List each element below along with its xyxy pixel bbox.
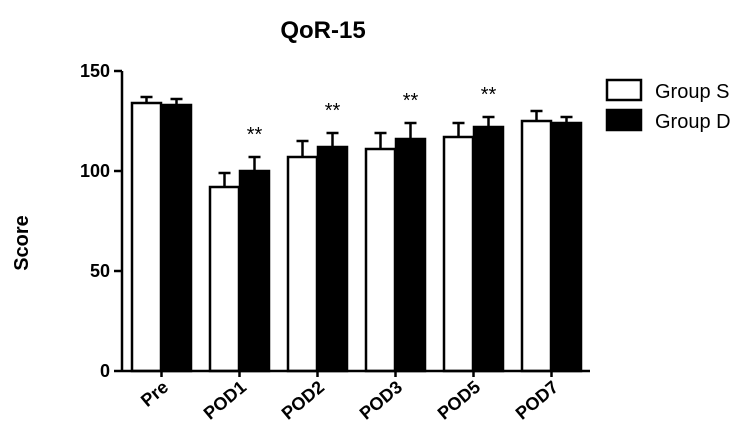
x-tick-label-pod5: POD5	[434, 377, 484, 424]
bar-group-d-pod5	[472, 125, 505, 373]
significance-label-pod3: **	[403, 90, 419, 112]
y-tick-label-100: 100	[80, 161, 110, 181]
bar-group-d-pod2	[316, 145, 349, 373]
x-tick-label-pod3: POD3	[356, 377, 406, 424]
y-tick-label-150: 150	[80, 61, 110, 81]
bar-group-s-pre	[130, 101, 163, 373]
x-tick-label-pod1: POD1	[200, 377, 250, 424]
significance-label-pod2: **	[325, 100, 341, 122]
chart-title: QoR-15	[280, 17, 365, 44]
bar-group-s-pod2	[286, 155, 319, 373]
y-tick-label-0: 0	[100, 361, 110, 381]
bar-group-s-pod5	[442, 135, 475, 373]
bar-group-d-pod3	[394, 137, 427, 373]
legend-label-group-d: Group D	[655, 111, 731, 133]
legend-label-group-s: Group S	[655, 81, 729, 103]
y-axis-label: Score	[11, 215, 33, 271]
legend: Group S Group D	[605, 78, 731, 133]
bar-group-s-pod3	[364, 147, 397, 373]
y-tick-label-50: 50	[90, 261, 110, 281]
bar-group-s-pod7	[520, 119, 553, 373]
bar-group-s-pod1	[208, 185, 241, 373]
bar-group-d-pod7	[550, 121, 583, 373]
x-tick-label-pre: Pre	[137, 377, 172, 411]
plot-area: ** ** ** **	[130, 84, 583, 373]
legend-swatch-group-s	[605, 78, 643, 102]
legend-swatch-group-d	[605, 108, 643, 132]
bar-group-d-pod1	[238, 169, 271, 373]
x-tick-label-pod2: POD2	[278, 377, 328, 424]
x-tick-label-pod7: POD7	[512, 377, 562, 424]
significance-label-pod5: **	[481, 84, 497, 106]
bar-group-d-pre	[160, 103, 193, 373]
significance-label-pod1: **	[247, 124, 263, 146]
